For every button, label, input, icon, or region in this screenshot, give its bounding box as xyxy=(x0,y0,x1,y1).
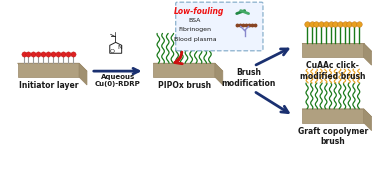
Polygon shape xyxy=(302,43,372,51)
Polygon shape xyxy=(302,43,364,57)
Polygon shape xyxy=(79,63,87,85)
FancyArrowPatch shape xyxy=(175,52,182,64)
Text: N: N xyxy=(117,45,122,50)
Polygon shape xyxy=(302,109,364,123)
Text: BSA: BSA xyxy=(189,18,201,23)
Text: CuAAc click-
modified brush: CuAAc click- modified brush xyxy=(300,61,366,81)
Text: PIPOx brush: PIPOx brush xyxy=(158,81,211,90)
FancyBboxPatch shape xyxy=(176,2,263,51)
Text: Initiator layer: Initiator layer xyxy=(19,81,78,90)
Text: Fibrinogen: Fibrinogen xyxy=(178,28,212,32)
Text: Graft copolymer
brush: Graft copolymer brush xyxy=(298,127,368,146)
Text: Aqueous
Cu(0)-RDRP: Aqueous Cu(0)-RDRP xyxy=(95,74,141,87)
Polygon shape xyxy=(153,63,215,77)
Text: Brush
modification: Brush modification xyxy=(222,68,276,88)
Polygon shape xyxy=(302,109,372,117)
Polygon shape xyxy=(17,63,79,77)
Polygon shape xyxy=(17,63,87,71)
Polygon shape xyxy=(364,43,372,65)
Polygon shape xyxy=(364,109,372,131)
Polygon shape xyxy=(215,63,223,85)
Text: O: O xyxy=(109,49,114,54)
Text: Low-fouling: Low-fouling xyxy=(174,7,224,16)
Polygon shape xyxy=(153,63,223,71)
Text: Blood plasma: Blood plasma xyxy=(174,37,216,42)
